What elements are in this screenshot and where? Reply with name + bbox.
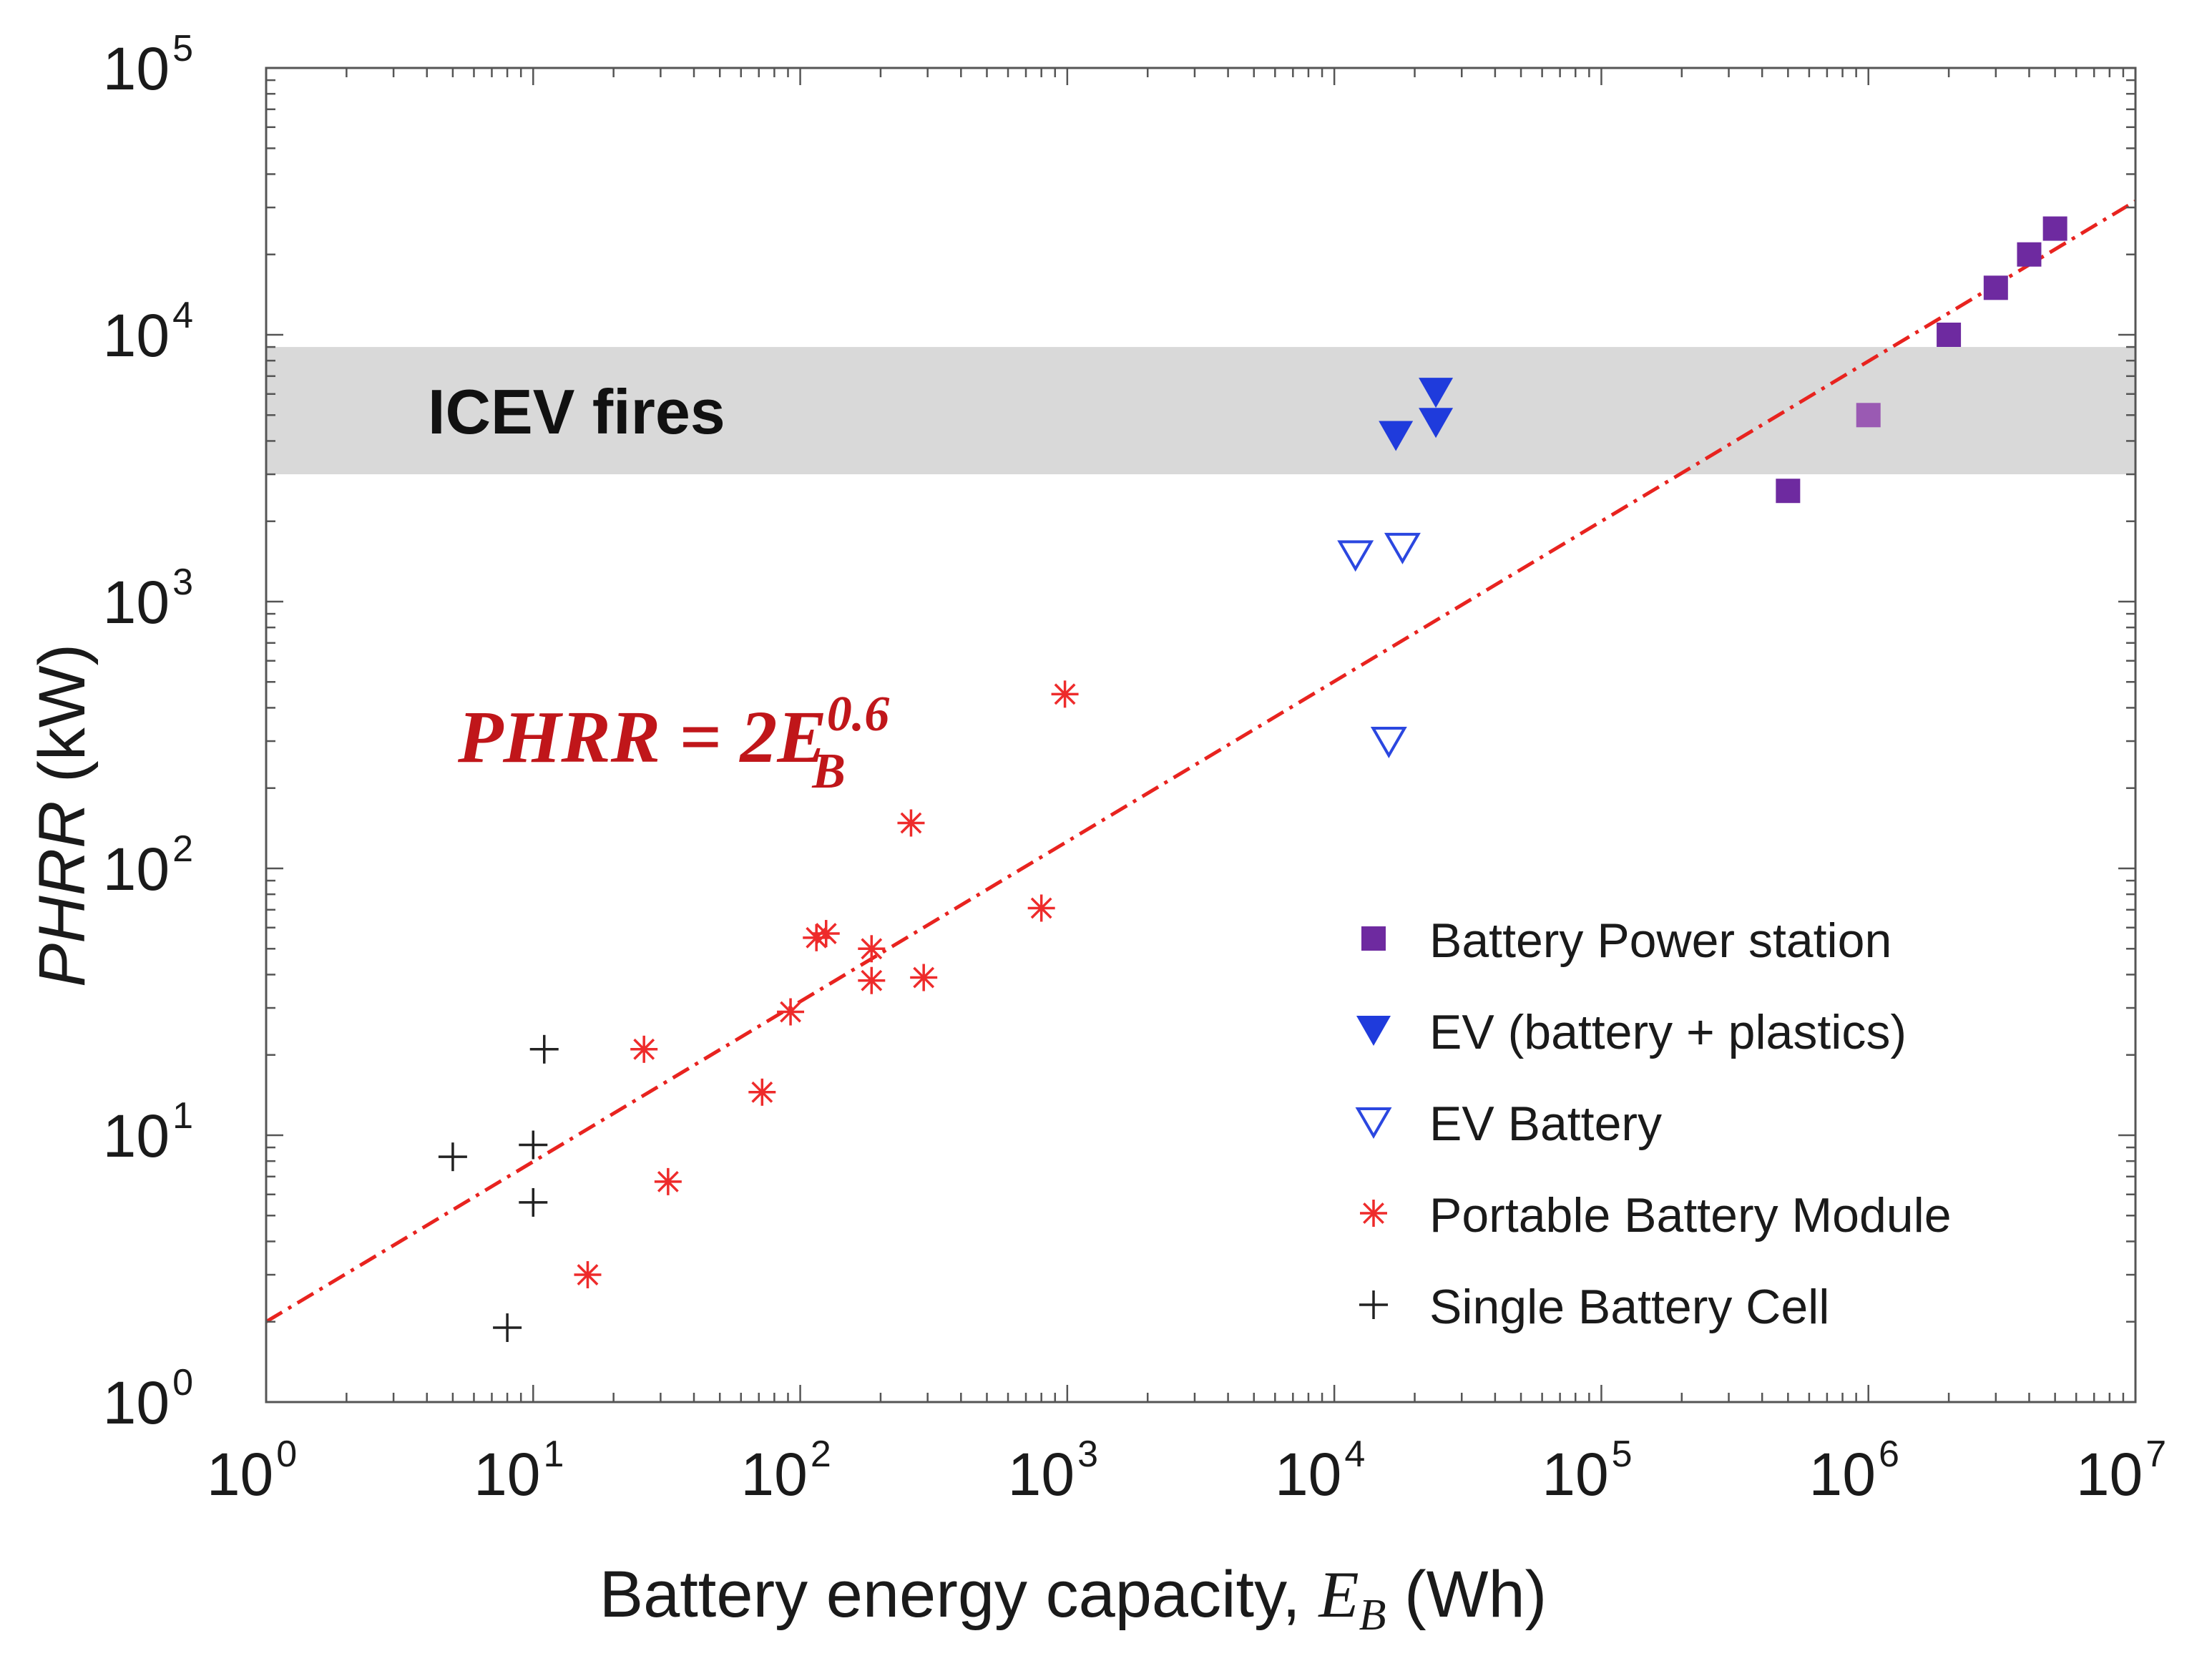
legend: Battery Power station EV (battery + plast… [1355,913,1952,1334]
icev-fires-label: ICEV fires [428,376,725,447]
point-single-battery-cell [438,1142,467,1172]
data-markers [438,216,2067,1343]
legend-marker-ev-battery-plastics [1356,1016,1391,1046]
y-axis-unit: (kW) [26,644,99,801]
legend-marker-ev-battery [1355,1107,1392,1139]
point-single-battery-cell [493,1313,522,1343]
y-tick-label: 104 [103,295,193,369]
y-axis-variable: PHRR [26,800,99,987]
x-tick-label: 102 [740,1434,831,1508]
legend-marker-portable-battery-module [1360,1200,1387,1227]
fit-line [265,199,2137,1323]
x-tick-label: 104 [1275,1434,1365,1508]
point-portable-battery-module [574,1261,602,1289]
point-battery-power-station [1983,275,2008,300]
legend-marker-battery-power-station [1361,926,1386,951]
point-battery-power-station [1856,403,1881,428]
y-tick-label: 103 [103,562,193,636]
point-ev-battery-plastics [1419,378,1454,408]
x-tick-label: 105 [1542,1434,1632,1508]
point-portable-battery-module [748,1078,776,1106]
y-axis-title: PHRR (kW) [26,644,99,987]
point-portable-battery-module [630,1035,658,1063]
point-battery-power-station [2042,216,2067,241]
point-portable-battery-module [812,920,840,948]
plot-area: ICEV fires [265,67,2137,1403]
point-portable-battery-module [654,1167,682,1195]
fit-equation: PHRR = 2E0.6 B [457,687,889,799]
point-portable-battery-module [1051,680,1079,708]
point-ev-battery-plastics [1419,408,1454,438]
y-tick-label: 100 [103,1362,193,1436]
point-portable-battery-module [897,809,925,837]
fit-equation-main: PHRR = 2E [457,696,827,778]
point-portable-battery-module [858,935,886,963]
plot-frame [265,67,2137,1403]
y-tick-label: 102 [103,828,193,903]
x-tick-label: 107 [2076,1434,2166,1508]
legend-label-battery-power-station: Battery Power station [1429,913,1892,968]
x-axis-title: Battery energy capacity, EB (Wh) [600,1558,1547,1640]
point-portable-battery-module [1027,894,1055,922]
point-portable-battery-module [910,964,938,991]
point-battery-power-station [1776,479,1801,504]
y-tick-labels: 100 101 102 103 104 105 [103,28,193,1436]
legend-marker-single-battery-cell [1359,1290,1388,1319]
point-single-battery-cell [519,1130,548,1160]
point-ev-battery [1370,727,1407,759]
axis-ticks [265,68,2135,1403]
x-axis-title-text: Battery energy capacity, [600,1558,1319,1631]
point-battery-power-station [2017,242,2042,267]
x-tick-label: 101 [474,1434,564,1508]
x-tick-labels: 100 101 102 103 104 105 106 107 [207,1434,2166,1508]
x-axis-variable: E [1317,1558,1359,1631]
x-tick-label: 103 [1008,1434,1098,1508]
x-axis-unit: (Wh) [1386,1558,1547,1631]
fit-equation-subscript: B [811,744,846,799]
icev-fires-band [266,347,2135,475]
point-single-battery-cell [529,1034,559,1064]
legend-label-portable-battery-module: Portable Battery Module [1429,1188,1952,1243]
point-ev-battery [1337,540,1374,572]
point-portable-battery-module [858,966,886,994]
y-tick-label: 101 [103,1095,193,1170]
legend-label-ev-battery-plastics: EV (battery + plastics) [1429,1005,1907,1059]
x-tick-label: 106 [1809,1434,1899,1508]
x-tick-label: 100 [207,1434,297,1508]
point-portable-battery-module [777,998,805,1026]
point-ev-battery-plastics [1379,421,1414,451]
x-axis-subscript: B [1359,1591,1386,1640]
fit-equation-exponent: 0.6 [827,687,890,742]
point-single-battery-cell [519,1187,548,1217]
y-tick-label: 105 [103,28,193,102]
legend-label-ev-battery: EV Battery [1429,1097,1662,1151]
point-ev-battery [1384,532,1421,564]
point-battery-power-station [1937,323,1962,347]
legend-label-single-battery-cell: Single Battery Cell [1429,1280,1829,1334]
